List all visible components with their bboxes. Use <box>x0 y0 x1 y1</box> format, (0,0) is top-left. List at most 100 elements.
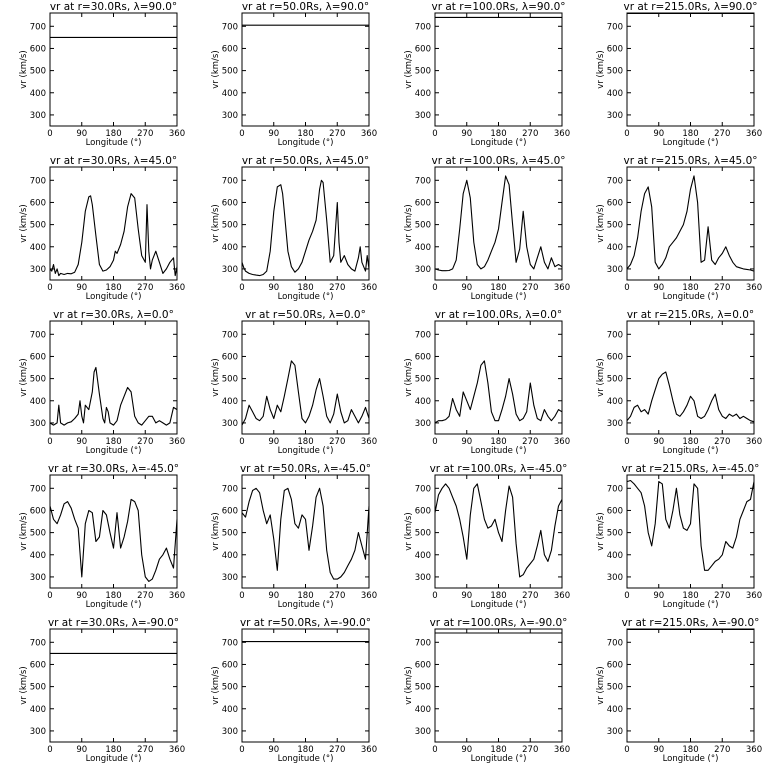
chart-title: vr at r=50.0Rs, λ=0.0° <box>245 309 366 321</box>
plot-frame <box>49 628 178 743</box>
x-tick-label: 270 <box>714 129 730 139</box>
y-tick-label: 600 <box>415 506 431 516</box>
y-tick-label: 300 <box>30 573 46 583</box>
x-tick-label: 180 <box>105 283 121 293</box>
y-axis-label: vr (km/s) <box>404 666 414 704</box>
plot-frame <box>241 166 370 281</box>
x-axis-label: Longitude (°) <box>86 600 142 610</box>
x-tick-label: 180 <box>682 283 698 293</box>
x-tick-label: 0 <box>432 745 437 755</box>
x-axis-label: Longitude (°) <box>663 138 719 148</box>
x-tick-label: 90 <box>76 437 87 447</box>
y-tick-label: 500 <box>222 683 238 693</box>
chart-title: vr at r=30.0Rs, λ=-45.0° <box>48 463 179 475</box>
x-tick-label: 180 <box>682 437 698 447</box>
y-tick-label: 500 <box>30 683 46 693</box>
y-tick-label: 700 <box>222 22 238 32</box>
y-tick-label: 600 <box>222 44 238 54</box>
plot-frame <box>626 474 755 589</box>
x-tick-label: 270 <box>329 129 345 139</box>
y-tick-label: 700 <box>30 638 46 648</box>
x-tick-label: 360 <box>361 283 377 293</box>
x-axis-label: Longitude (°) <box>86 754 142 764</box>
y-tick-label: 400 <box>222 705 238 715</box>
y-tick-label: 400 <box>607 397 623 407</box>
plot-frame <box>241 320 370 435</box>
x-tick-label: 180 <box>297 283 313 293</box>
x-tick-label: 180 <box>297 437 313 447</box>
chart-panel: vr at r=50.0Rs, λ=45.0° 0 90 180 270 360 300 40… <box>211 155 377 302</box>
y-tick-label: 600 <box>415 352 431 362</box>
chart-title: vr at r=100.0Rs, λ=-45.0° <box>430 463 568 475</box>
y-tick-label: 300 <box>30 727 46 737</box>
x-tick-label: 270 <box>137 437 153 447</box>
y-tick-label: 700 <box>607 176 623 186</box>
plot-frame <box>434 320 563 435</box>
x-tick-label: 0 <box>47 745 52 755</box>
x-tick-label: 360 <box>361 591 377 601</box>
x-tick-label: 360 <box>169 745 185 755</box>
y-axis-label: vr (km/s) <box>404 204 414 242</box>
y-tick-label: 700 <box>415 176 431 186</box>
x-tick-label: 180 <box>490 591 506 601</box>
y-axis-label: vr (km/s) <box>596 204 606 242</box>
y-tick-label: 300 <box>415 727 431 737</box>
x-tick-label: 180 <box>105 129 121 139</box>
y-tick-label: 700 <box>30 484 46 494</box>
y-tick-label: 600 <box>607 352 623 362</box>
y-tick-label: 600 <box>30 198 46 208</box>
y-tick-label: 600 <box>415 198 431 208</box>
x-tick-label: 270 <box>329 745 345 755</box>
x-axis-label: Longitude (°) <box>471 754 527 764</box>
y-tick-label: 500 <box>222 221 238 231</box>
plot-frame <box>434 166 563 281</box>
y-tick-label: 500 <box>222 67 238 77</box>
y-tick-label: 700 <box>607 484 623 494</box>
chart-title: vr at r=50.0Rs, λ=90.0° <box>242 1 369 13</box>
series-line <box>241 179 370 277</box>
y-tick-label: 300 <box>607 265 623 275</box>
x-tick-label: 270 <box>329 283 345 293</box>
x-tick-label: 360 <box>554 745 570 755</box>
y-tick-label: 400 <box>222 89 238 99</box>
x-tick-label: 360 <box>361 745 377 755</box>
series-line <box>49 498 178 582</box>
y-tick-label: 500 <box>607 221 623 231</box>
chart-title: vr at r=30.0Rs, λ=90.0° <box>50 1 177 13</box>
y-axis-label: vr (km/s) <box>596 50 606 88</box>
y-tick-label: 300 <box>607 419 623 429</box>
y-tick-label: 300 <box>415 419 431 429</box>
y-tick-label: 300 <box>222 265 238 275</box>
y-tick-label: 400 <box>607 243 623 253</box>
x-axis-label: Longitude (°) <box>663 754 719 764</box>
x-tick-label: 180 <box>297 591 313 601</box>
plot-frame <box>49 12 178 127</box>
y-tick-label: 600 <box>415 660 431 670</box>
chart-title: vr at r=30.0Rs, λ=0.0° <box>53 309 174 321</box>
y-tick-label: 600 <box>607 506 623 516</box>
y-tick-label: 500 <box>607 67 623 77</box>
y-tick-label: 700 <box>607 22 623 32</box>
chart-panel: vr at r=100.0Rs, λ=-45.0° 0 90 180 270 360 300… <box>404 463 570 610</box>
y-tick-label: 700 <box>607 638 623 648</box>
x-tick-label: 90 <box>268 437 279 447</box>
y-tick-label: 300 <box>222 727 238 737</box>
y-axis-label: vr (km/s) <box>404 512 414 550</box>
y-tick-label: 500 <box>415 529 431 539</box>
y-axis-label: vr (km/s) <box>19 204 29 242</box>
y-tick-label: 400 <box>30 705 46 715</box>
x-tick-label: 0 <box>47 129 52 139</box>
y-tick-label: 300 <box>415 573 431 583</box>
chart-title: vr at r=215.0Rs, λ=-90.0° <box>622 617 760 629</box>
y-tick-label: 600 <box>30 660 46 670</box>
x-tick-label: 360 <box>746 283 762 293</box>
series-line <box>626 479 755 571</box>
y-tick-label: 500 <box>607 683 623 693</box>
series-line <box>241 487 370 580</box>
x-tick-label: 360 <box>169 437 185 447</box>
series-line <box>49 193 178 277</box>
x-tick-label: 270 <box>522 437 538 447</box>
y-tick-label: 300 <box>415 265 431 275</box>
y-tick-label: 700 <box>30 176 46 186</box>
x-tick-label: 360 <box>746 129 762 139</box>
